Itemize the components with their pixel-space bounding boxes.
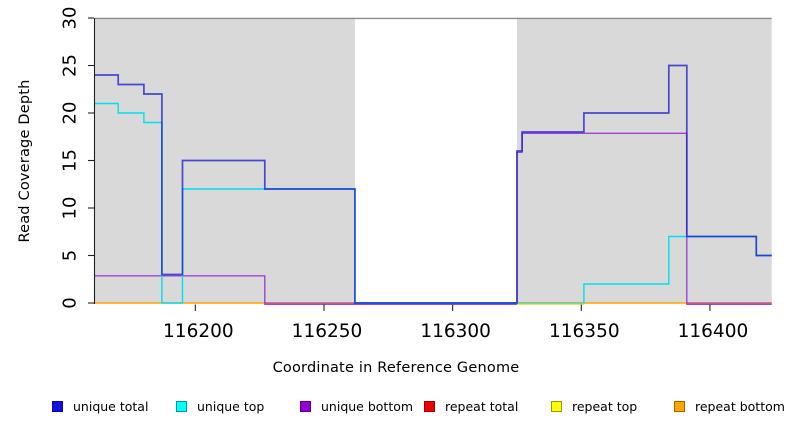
x-tick-label: 116200	[163, 321, 234, 342]
legend-swatch-icon	[551, 400, 562, 412]
legend-label: unique top	[197, 398, 265, 414]
y-tick-label: 0	[60, 297, 81, 308]
x-tick-label: 116250	[292, 321, 363, 342]
legend-label: repeat total	[445, 398, 519, 414]
legend-label: unique total	[73, 398, 149, 414]
x-tick-label: 116350	[549, 321, 620, 342]
legend-swatch-icon	[176, 400, 187, 412]
y-tick-label: 20	[60, 102, 81, 125]
x-tick-label: 116400	[678, 321, 749, 342]
y-axis-title: Read Coverage Depth	[17, 79, 33, 243]
y-tick-label: 30	[60, 7, 81, 30]
legend-swatch-icon	[424, 400, 435, 412]
legend-swatch-icon	[674, 400, 685, 412]
coverage-chart-plot: 0 5 10 15 20 25 30 116200 116250 116300 116350 1164…	[60, 7, 772, 342]
legend-item-repeat-total: repeat total	[424, 396, 518, 416]
axes: 0 5 10 15 20 25 30 116200 116250 116300 116350 1164…	[60, 7, 749, 342]
legend-label: repeat top	[572, 398, 638, 414]
legend-swatch-icon	[300, 400, 311, 412]
covered-region	[516, 18, 772, 303]
legend-item-unique-total: unique total	[52, 396, 148, 416]
x-axis-title: Coordinate in Reference Genome	[272, 360, 520, 376]
y-tick-label: 5	[60, 250, 81, 261]
legend-label: repeat bottom	[695, 398, 785, 414]
legend-item-unique-bottom: unique bottom	[300, 396, 413, 416]
y-tick-label: 10	[60, 197, 81, 220]
zero-line-overlay-segments	[516, 302, 584, 305]
legend-swatch-icon	[52, 400, 63, 412]
legend-label: unique bottom	[321, 398, 414, 414]
series-unique-total	[95, 64, 772, 304]
covered-region-shading	[95, 18, 772, 303]
legend-item-repeat-bottom: repeat bottom	[674, 396, 785, 416]
legend-item-repeat-top: repeat top	[551, 396, 637, 416]
y-tick-label: 25	[60, 54, 81, 77]
x-tick-label: 116300	[420, 321, 491, 342]
y-tick-label: 15	[60, 149, 81, 172]
legend: unique total unique top unique bottom repea…	[0, 396, 792, 418]
legend-item-unique-top: unique top	[176, 396, 264, 416]
